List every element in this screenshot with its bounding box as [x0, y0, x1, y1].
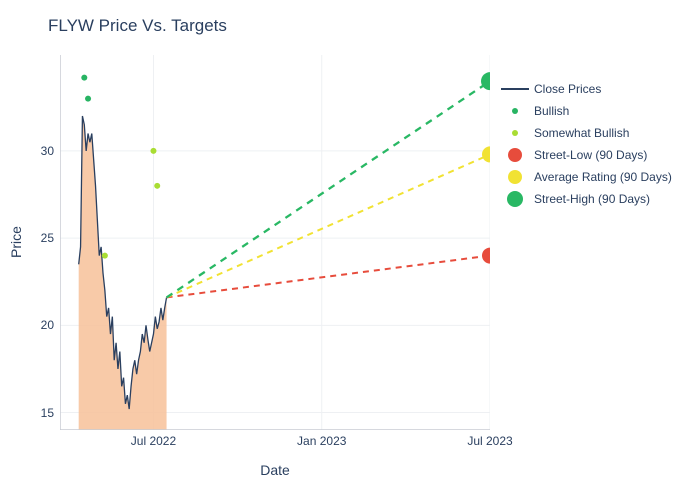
- legend-item[interactable]: Street-High (90 Days): [500, 190, 672, 208]
- legend-item[interactable]: Average Rating (90 Days): [500, 168, 672, 186]
- plot-area[interactable]: [60, 55, 490, 430]
- average-rating-marker[interactable]: [482, 146, 490, 162]
- legend-item[interactable]: Street-Low (90 Days): [500, 146, 672, 164]
- street-high-line[interactable]: [167, 81, 490, 297]
- dot-icon: [508, 170, 522, 184]
- legend-swatch: [500, 191, 530, 207]
- dot-icon: [508, 148, 522, 162]
- legend-swatch: [500, 130, 530, 136]
- street-low-marker[interactable]: [482, 248, 490, 264]
- legend-swatch: [500, 108, 530, 114]
- x-axis-label: Date: [60, 462, 490, 478]
- price-targets-chart: FLYW Price Vs. Targets 15 20 25 30 Jul 2022…: [0, 0, 700, 500]
- legend-label: Bullish: [534, 104, 569, 118]
- dot-icon: [512, 108, 518, 114]
- legend-item[interactable]: Close Prices: [500, 80, 672, 98]
- bullish-point[interactable]: [85, 96, 91, 102]
- legend-item[interactable]: Somewhat Bullish: [500, 124, 672, 142]
- line-icon: [501, 88, 529, 90]
- legend-swatch: [500, 88, 530, 90]
- dot-icon: [507, 191, 523, 207]
- bullish-point[interactable]: [81, 75, 87, 81]
- legend-label: Somewhat Bullish: [534, 126, 629, 140]
- legend-label: Street-Low (90 Days): [534, 148, 647, 162]
- legend-label: Average Rating (90 Days): [534, 170, 672, 184]
- x-tick-label: Jul 2023: [467, 434, 512, 448]
- x-tick-label: Jul 2022: [131, 434, 176, 448]
- somewhat-bullish-point[interactable]: [102, 253, 108, 259]
- y-axis-label: Price: [8, 55, 24, 430]
- somewhat-bullish-point[interactable]: [150, 148, 156, 154]
- dot-icon: [512, 130, 518, 136]
- chart-title: FLYW Price Vs. Targets: [48, 16, 227, 36]
- y-tick-label: 15: [41, 406, 54, 420]
- legend-swatch: [500, 148, 530, 162]
- legend-label: Close Prices: [534, 82, 601, 96]
- x-tick-label: Jan 2023: [297, 434, 346, 448]
- average-rating-line[interactable]: [167, 154, 490, 297]
- legend-item[interactable]: Bullish: [500, 102, 672, 120]
- x-ticks: Jul 2022Jan 2023Jul 2023: [60, 430, 490, 460]
- legend: Close Prices Bullish Somewhat Bullish Stree…: [500, 80, 672, 212]
- y-tick-label: 25: [41, 231, 54, 245]
- somewhat-bullish-point[interactable]: [154, 183, 160, 189]
- y-tick-label: 30: [41, 144, 54, 158]
- legend-label: Street-High (90 Days): [534, 192, 650, 206]
- y-tick-label: 20: [41, 318, 54, 332]
- legend-swatch: [500, 170, 530, 184]
- street-low-line[interactable]: [167, 256, 490, 298]
